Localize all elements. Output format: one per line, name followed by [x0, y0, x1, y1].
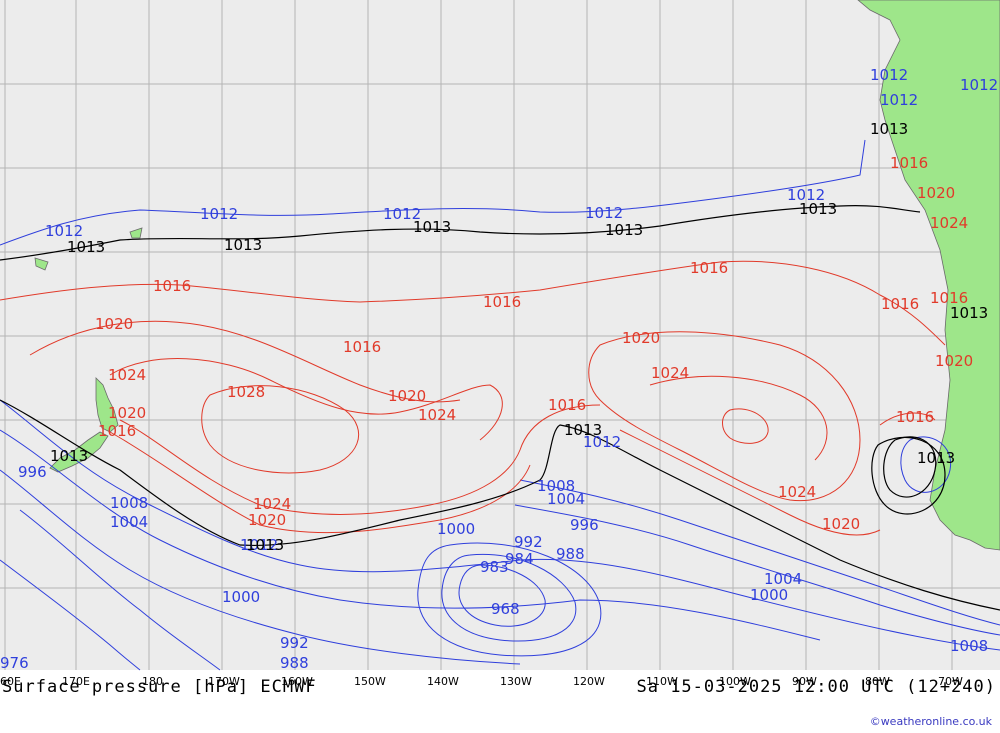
isobar-label: 1013: [917, 449, 955, 467]
pacific-island: [34, 257, 49, 271]
isobar-label: 1024: [930, 214, 968, 232]
low-isobars: [0, 139, 1000, 671]
isobar-label: 1016: [483, 293, 521, 311]
isobar-label: 996: [18, 463, 47, 481]
isobar-label: 1012: [870, 66, 908, 84]
isobar-label: 1012: [585, 204, 623, 222]
isobar-label: 1016: [896, 408, 934, 426]
isobar-label: 1012: [880, 91, 918, 109]
longitude-label: 100W: [719, 675, 751, 688]
isobar-label: 988: [280, 654, 309, 672]
longitude-label: 170E: [62, 675, 90, 688]
isobar-label: 1016: [930, 289, 968, 307]
isobar-label: 1020: [935, 352, 973, 370]
standard-isobars: [0, 205, 1000, 611]
longitude-labels: 60E 170E 180 170W 160W 150W 140W 130W 12…: [0, 675, 963, 688]
isobar-label: 1013: [605, 221, 643, 239]
isobar-label: 1012: [960, 76, 998, 94]
isobar-label: 1013: [799, 200, 837, 218]
isobar-label: 983: [480, 558, 509, 576]
isobar-label: 1008: [537, 477, 575, 495]
isobar-label: 1024: [418, 406, 456, 424]
pressure-map: 1012 1012 1012 1012 1012 1012 996 1008 1…: [0, 0, 1000, 688]
longitude-label: 70W: [938, 675, 963, 688]
blue-isobar-labels: 1012 1012 1012 1012 1012 1012 996 1008 1…: [0, 66, 998, 672]
longitude-label: 180: [142, 675, 163, 688]
longitude-label: 150W: [354, 675, 386, 688]
isobar-label: 1000: [750, 586, 788, 604]
isobar-label: 1013: [246, 536, 284, 554]
isobar-label: 968: [491, 600, 520, 618]
isobar-label: 1004: [547, 490, 585, 508]
isobar-label: 1000: [437, 520, 475, 538]
isobar-label: 1028: [227, 383, 265, 401]
isobar-label: 1013: [870, 120, 908, 138]
longitude-label: 160W: [281, 675, 313, 688]
valid-time: Sa 15-03-2025 12:00 UTC (12+240): [636, 677, 996, 697]
isobar-label: 992: [280, 634, 309, 652]
landmasses: [34, 0, 1000, 551]
isobar-label: 1016: [98, 422, 136, 440]
isobar-label: 1024: [253, 495, 291, 513]
isobar-label: 1020: [917, 184, 955, 202]
high-isobars: [0, 260, 946, 536]
isobar-label: 1016: [153, 277, 191, 295]
isobar-label: 1013: [413, 218, 451, 236]
black-isobar-labels: 1013 1013 1013 1013 1013 1013 1013 1013 …: [50, 120, 988, 554]
isobar-label: 1004: [764, 570, 802, 588]
isobar-label: 1012: [383, 205, 421, 223]
isobar-label: 1016: [881, 295, 919, 313]
longitude-label: 110W: [646, 675, 678, 688]
isobar-label: 1004: [110, 513, 148, 531]
longitude-label: 60E: [0, 675, 21, 688]
isobar-label: 988: [556, 545, 585, 563]
isobar-label: 1016: [890, 154, 928, 172]
isobar-label: 1013: [50, 447, 88, 465]
longitude-label: 120W: [573, 675, 605, 688]
south-america-land: [857, 0, 1000, 551]
isobar-label: 992: [514, 533, 543, 551]
longitude-label: 170W: [208, 675, 240, 688]
isobar-label: 1020: [248, 511, 286, 529]
longitude-label: 140W: [427, 675, 459, 688]
map-title: Surface pressure [hPa] ECMWF: [2, 677, 317, 697]
isobar-label: 1012: [240, 536, 278, 554]
isobar-label: 976: [0, 654, 29, 672]
isobar-label: 1016: [343, 338, 381, 356]
ocean-background: [0, 0, 1000, 670]
isobar-label: 1012: [787, 186, 825, 204]
longitude-label: 80W: [865, 675, 890, 688]
isobar-label: 1020: [108, 404, 146, 422]
longitude-label: 90W: [792, 675, 817, 688]
isobar-label: 1020: [822, 515, 860, 533]
isobar-label: 1000: [222, 588, 260, 606]
new-zealand-north-island: [95, 377, 119, 433]
isobar-label: 1012: [45, 222, 83, 240]
isobar-label: 1013: [950, 304, 988, 322]
isobar-label: 1013: [564, 421, 602, 439]
isobar-label: 1020: [95, 315, 133, 333]
isobar-label: 1020: [388, 387, 426, 405]
longitude-label: 130W: [500, 675, 532, 688]
isobar-label: 1024: [651, 364, 689, 382]
isobar-label: 1008: [110, 494, 148, 512]
isobar-label: 1016: [548, 396, 586, 414]
isobar-label: 996: [570, 516, 599, 534]
isobar-label: 1012: [200, 205, 238, 223]
credit-link[interactable]: ©weatheronline.co.uk: [869, 715, 992, 728]
isobar-label: 1012: [583, 433, 621, 451]
isobar-label: 1013: [67, 238, 105, 256]
isobar-label: 984: [505, 550, 534, 568]
isobar-label: 1024: [778, 483, 816, 501]
isobar-label: 1016: [690, 259, 728, 277]
pacific-island: [129, 227, 143, 239]
isobar-label: 1008: [950, 637, 988, 655]
isobar-label: 1024: [108, 366, 146, 384]
isobar-label: 1020: [622, 329, 660, 347]
isobar-label: 1013: [224, 236, 262, 254]
red-isobar-labels: 1016 1020 1024 1028 1020 1016 1016 1020 …: [95, 154, 973, 533]
